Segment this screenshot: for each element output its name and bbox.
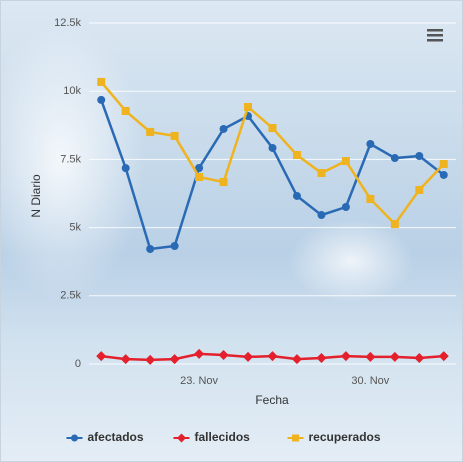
point xyxy=(366,194,375,203)
point xyxy=(317,211,326,220)
point xyxy=(439,170,448,179)
point xyxy=(170,242,179,251)
menu-bar xyxy=(427,39,443,42)
series-line xyxy=(100,81,445,226)
y-tick-label: 7.5k xyxy=(60,153,81,165)
point xyxy=(341,157,350,166)
y-tick-label: 10k xyxy=(63,85,81,97)
point xyxy=(146,245,155,254)
series xyxy=(97,77,448,229)
y-tick-label: 0 xyxy=(75,358,81,370)
point xyxy=(291,354,302,365)
point xyxy=(439,160,448,169)
point xyxy=(145,354,156,365)
legend-label: recuperados xyxy=(309,430,381,444)
point xyxy=(390,154,399,163)
point xyxy=(317,169,326,178)
point xyxy=(316,352,327,363)
point xyxy=(292,191,301,200)
point xyxy=(121,164,130,173)
point xyxy=(195,163,204,172)
point xyxy=(219,124,228,133)
legend-item[interactable]: afectados xyxy=(66,430,144,444)
legend-item[interactable]: fallecidos xyxy=(173,430,251,444)
series xyxy=(96,348,449,365)
point xyxy=(292,151,301,160)
legend-symbol xyxy=(292,434,299,442)
menu-bar xyxy=(427,34,443,37)
point xyxy=(415,185,424,194)
point xyxy=(414,352,425,363)
x-tick-label: 30. Nov xyxy=(351,375,389,387)
point xyxy=(389,351,400,362)
point xyxy=(146,127,155,136)
legend-symbol xyxy=(177,433,186,443)
series xyxy=(97,95,448,254)
y-tick-label: 12.5k xyxy=(54,17,81,29)
point xyxy=(194,348,205,359)
point xyxy=(366,139,375,148)
point xyxy=(169,354,180,365)
point xyxy=(121,106,130,115)
point xyxy=(390,220,399,229)
point xyxy=(97,95,106,104)
point xyxy=(365,351,376,362)
y-tick-label: 5k xyxy=(69,222,81,234)
point xyxy=(438,351,449,362)
point xyxy=(219,178,228,187)
point xyxy=(267,351,278,362)
point xyxy=(97,77,106,86)
point xyxy=(268,143,277,152)
x-tick-label: 23. Nov xyxy=(180,375,218,387)
point xyxy=(341,203,350,212)
y-tick-label: 2.5k xyxy=(60,290,81,302)
point xyxy=(244,103,253,112)
y-axis-title: N Diario xyxy=(29,174,43,218)
point xyxy=(340,351,351,362)
point xyxy=(195,172,204,181)
point xyxy=(415,151,424,160)
point xyxy=(120,354,131,365)
x-axis-title: Fecha xyxy=(255,393,289,407)
point xyxy=(243,351,254,362)
menu-button[interactable] xyxy=(425,27,445,43)
legend-label: afectados xyxy=(88,430,144,444)
point xyxy=(96,351,107,362)
point xyxy=(170,131,179,140)
point xyxy=(268,124,277,133)
legend-label: fallecidos xyxy=(195,430,251,444)
legend-item[interactable]: recuperados xyxy=(287,430,381,444)
legend-symbol xyxy=(71,434,78,442)
menu-bar xyxy=(427,29,443,32)
point xyxy=(218,349,229,360)
